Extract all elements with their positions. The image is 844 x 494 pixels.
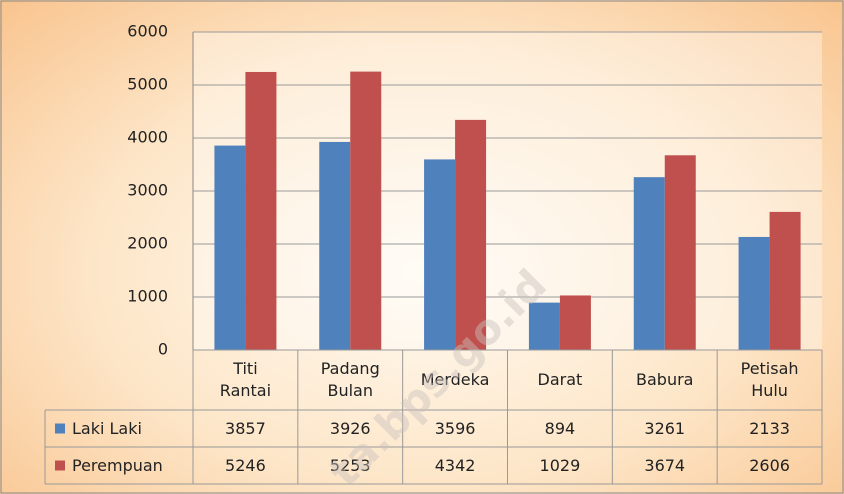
table-value: 894 — [545, 419, 576, 438]
x-tick-label: Titi Rantai — [219, 359, 272, 400]
table-value: 3596 — [435, 419, 476, 438]
bar — [559, 295, 591, 350]
legend-swatch — [55, 423, 65, 434]
table-value: 2133 — [749, 419, 790, 438]
category-cell: Padang Bulan — [320, 359, 380, 400]
table-value: 5246 — [225, 456, 266, 475]
table-value: 3926 — [330, 419, 371, 438]
y-tick-label: 3000 — [127, 181, 168, 200]
table-value: 3857 — [225, 419, 266, 438]
x-tick-label: Merdeka — [420, 370, 490, 389]
bar — [664, 155, 696, 350]
table-value: 3261 — [644, 419, 685, 438]
category-cell: Petisah Hulu — [740, 359, 799, 400]
bar — [528, 302, 560, 350]
table-value: 4342 — [435, 456, 476, 475]
table-value: 2606 — [749, 456, 790, 475]
x-tick-label: Darat — [537, 370, 583, 389]
bar — [455, 119, 487, 351]
bar — [769, 211, 801, 350]
bar — [424, 159, 456, 350]
legend-label: Laki Laki — [72, 419, 142, 438]
bar — [350, 71, 382, 350]
x-tick-label: Petisah Hulu — [740, 359, 799, 400]
table-value: 3674 — [644, 456, 685, 475]
bar — [738, 236, 770, 350]
bar — [319, 141, 351, 350]
bar — [633, 177, 665, 350]
x-tick-label: Babura — [636, 370, 694, 389]
y-tick-label: 1000 — [127, 287, 168, 306]
bar — [245, 71, 277, 350]
table-value: 1029 — [540, 456, 581, 475]
legend-swatch — [55, 460, 65, 471]
legend-label: Perempuan — [72, 456, 163, 475]
x-tick-label: Padang Bulan — [320, 359, 380, 400]
category-cell: Merdeka — [420, 370, 490, 389]
y-tick-label: 4000 — [127, 128, 168, 147]
y-tick-label: 0 — [158, 340, 168, 359]
y-tick-label: 2000 — [127, 234, 168, 253]
y-tick-label: 6000 — [127, 22, 168, 41]
y-tick-label: 5000 — [127, 75, 168, 94]
category-cell: Titi Rantai — [219, 359, 272, 400]
table-value: 5253 — [330, 456, 371, 475]
category-cell: Babura — [636, 370, 694, 389]
bar — [214, 145, 246, 350]
category-cell: Darat — [537, 370, 583, 389]
